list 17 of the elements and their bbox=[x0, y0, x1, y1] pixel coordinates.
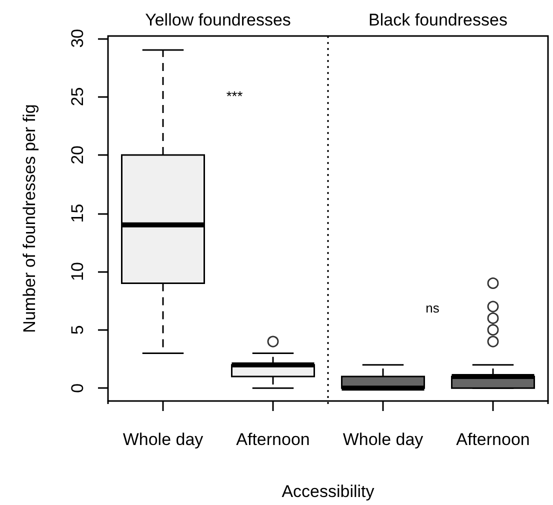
y-tick-label: 15 bbox=[68, 204, 87, 223]
y-axis-title: Number of foundresses per fig bbox=[20, 104, 39, 333]
y-tick-label: 5 bbox=[68, 325, 87, 335]
x-tick-label: Afternoon bbox=[456, 430, 530, 449]
annotation: ns bbox=[426, 300, 440, 316]
x-tick-label: Whole day bbox=[342, 430, 424, 449]
y-tick-label: 10 bbox=[68, 262, 87, 282]
y-tick-label: 25 bbox=[68, 87, 87, 106]
text: Black foundresses bbox=[368, 10, 508, 30]
x-tick-label: Whole day bbox=[122, 430, 204, 449]
x-axis-title: Accessibility bbox=[282, 482, 375, 501]
y-tick-label: 20 bbox=[68, 145, 87, 164]
x-tick-label: Afternoon bbox=[236, 430, 310, 449]
text: Yellow foundresses bbox=[145, 10, 291, 30]
annotation: *** bbox=[226, 88, 244, 104]
y-tick-label: 0 bbox=[68, 383, 87, 393]
y-tick-label: 30 bbox=[68, 28, 87, 48]
